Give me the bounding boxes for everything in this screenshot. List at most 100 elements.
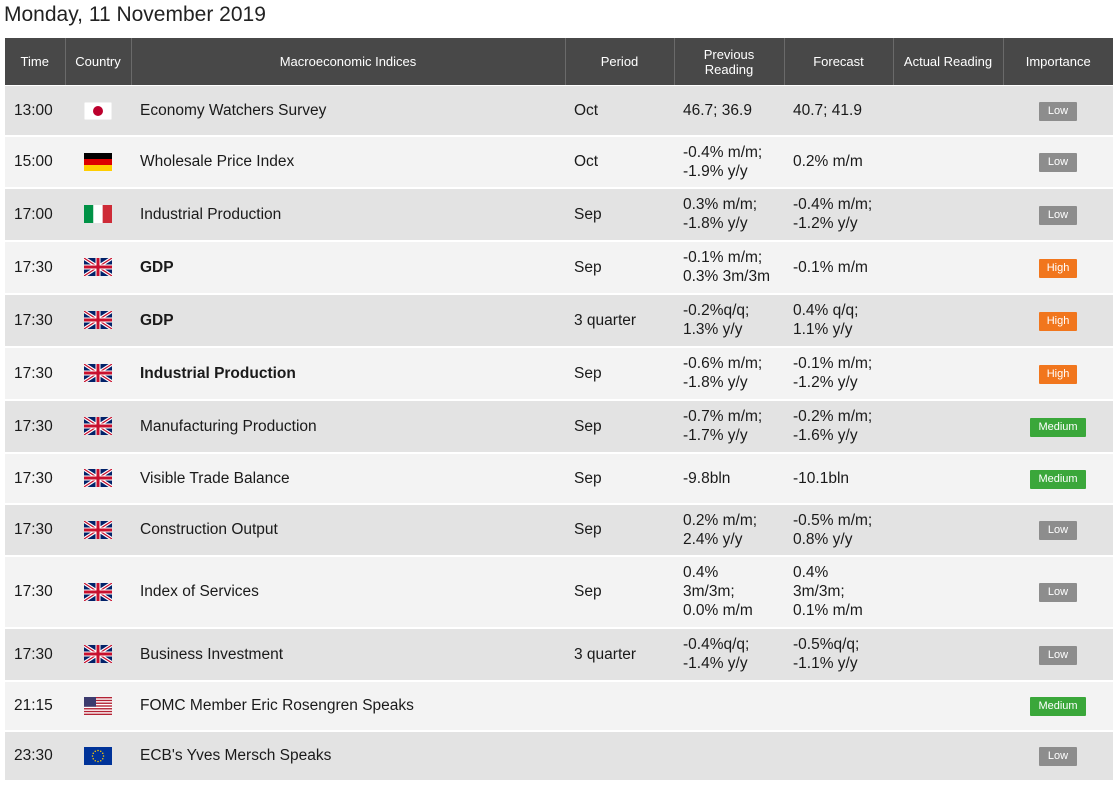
event-time: 17:30 [5,240,65,295]
previous-reading: 0.3% m/m; -1.8% y/y [674,187,784,242]
event-time: 15:00 [5,135,65,189]
column-header-actual-reading[interactable]: Actual Reading [893,38,1004,86]
forecast-line: -0.5% m/m; [793,511,873,529]
table-row[interactable]: 17:30 Business Investment 3 quarter -0.4%q/… [5,627,1113,682]
forecast-line: -10.1bln [793,469,850,487]
column-header-period[interactable]: Period [565,38,675,86]
forecast-line: -0.2% m/m; [793,408,873,425]
forecast-line: -1.2% y/y [793,374,858,391]
forecast-value [784,730,893,782]
previous-reading-line: -1.8% y/y [683,374,748,391]
importance-cell: High [1003,240,1113,295]
table-row[interactable]: 17:30 Manufacturing Production Sep -0.7% m/… [5,399,1113,454]
italy-flag-icon [84,205,112,224]
event-period: Oct [565,85,674,137]
event-period [565,730,674,782]
table-header-row: Time Country Macroeconomic Indices Perio… [5,38,1113,86]
eu-flag-icon [84,746,112,765]
table-row[interactable]: 13:00 Economy Watchers Survey Oct 46.7; 36.… [5,85,1113,137]
column-header-time[interactable]: Time [5,38,66,86]
importance-cell: Low [1003,135,1113,189]
importance-badge: Low [1039,101,1077,121]
forecast-line: 0.1% m/m [793,602,863,619]
event-period: Sep [565,399,674,454]
table-row[interactable]: 17:30 Index of Services Sep 0.4% 3m/3m; 0.0% … [5,555,1113,629]
previous-reading-line: -1.7% y/y [683,427,748,444]
table-row[interactable]: 17:30 Visible Trade Balance Sep -9.8bln -10.… [5,452,1113,505]
importance-badge: Medium [1030,697,1086,716]
event-name[interactable]: Industrial Production [131,346,565,401]
importance-badge: Low [1039,205,1077,225]
germany-flag-icon [84,152,112,171]
event-name[interactable]: Business Investment [131,627,565,682]
importance-cell: Medium [1003,452,1113,505]
uk-flag-icon [84,582,112,601]
country-cell [65,627,131,682]
previous-reading: -0.7% m/m; -1.7% y/y [674,399,784,454]
event-name[interactable]: Industrial Production [131,187,565,242]
previous-reading-line: -9.8bln [683,469,731,487]
event-name[interactable]: Economy Watchers Survey [131,85,565,137]
table-row[interactable]: 15:00 Wholesale Price Index Oct -0.4% m/m; -… [5,135,1113,189]
event-name[interactable]: ECB's Yves Mersch Speaks [131,730,565,782]
forecast-line: -1.1% y/y [793,655,858,672]
forecast-line: -0.4% m/m; [793,196,873,213]
actual-reading [893,85,1003,137]
event-name[interactable]: Manufacturing Production [131,399,565,454]
forecast-line: -0.1% m/m [793,258,868,276]
country-cell [65,85,131,137]
event-time: 23:30 [5,730,65,782]
event-time: 17:30 [5,399,65,454]
forecast-value: -0.2% m/m; -1.6% y/y [784,399,893,454]
country-cell [65,293,131,348]
importance-badge: Low [1039,747,1077,766]
forecast-value: -0.1% m/m [784,240,893,295]
event-time: 21:15 [5,680,65,732]
country-cell [65,187,131,242]
event-time: 17:30 [5,555,65,629]
event-name[interactable]: Construction Output [131,503,565,557]
table-row[interactable]: 23:30 ECB's Yves Mersch Speaks Low [5,730,1113,782]
country-cell [65,503,131,557]
previous-reading: 46.7; 36.9 [674,85,784,137]
previous-reading: 0.4% 3m/3m; 0.0% m/m [674,555,784,629]
uk-flag-icon [84,520,112,539]
forecast-line: -0.5%q/q; [793,636,860,653]
column-header-previous-reading[interactable]: Previous Reading [674,38,785,86]
column-header-importance[interactable]: Importance [1003,38,1113,86]
forecast-value: -0.5% m/m; 0.8% y/y [784,503,893,557]
uk-flag-icon [84,311,112,330]
event-time: 17:30 [5,503,65,557]
event-name[interactable]: GDP [131,293,565,348]
table-row[interactable]: 17:00 Industrial Production Sep 0.3% m/m; -1… [5,187,1113,242]
table-row[interactable]: 17:30 GDP 3 quarter -0.2%q/q; 1.3% y/y 0.4% q… [5,293,1113,348]
event-name[interactable]: Index of Services [131,555,565,629]
forecast-value: 0.4% 3m/3m; 0.1% m/m [784,555,893,629]
table-row[interactable]: 17:30 GDP Sep -0.1% m/m; 0.3% 3m/3m -0.1% m/m… [5,240,1113,295]
event-name[interactable]: Visible Trade Balance [131,452,565,505]
previous-reading: -0.4% m/m; -1.9% y/y [674,135,784,189]
event-name[interactable]: Wholesale Price Index [131,135,565,189]
table-row[interactable]: 17:30 Industrial Production Sep -0.6% m/m; -… [5,346,1113,401]
event-period: Oct [565,135,674,189]
event-time: 13:00 [5,85,65,137]
uk-flag-icon [84,258,112,277]
forecast-line: -0.1% m/m; [793,355,873,372]
event-period: Sep [565,452,674,505]
forecast-line: -1.6% y/y [793,427,858,444]
column-header-forecast[interactable]: Forecast [784,38,894,86]
table-row[interactable]: 21:15 FOMC Member Eric Rosengren Speaks Me… [5,680,1113,732]
previous-reading-line: -1.4% y/y [683,655,748,672]
forecast-value: 40.7; 41.9 [784,85,893,137]
previous-reading-line: 0.3% 3m/3m [683,268,771,285]
table-row[interactable]: 17:30 Construction Output Sep 0.2% m/m; 2.4%… [5,503,1113,557]
uk-flag-icon [84,645,112,664]
column-header-indices[interactable]: Macroeconomic Indices [131,38,566,86]
previous-reading-line: -0.6% m/m; [683,355,763,372]
previous-reading: -9.8bln [674,452,784,505]
country-cell [65,555,131,629]
column-header-country[interactable]: Country [65,38,132,86]
event-name[interactable]: FOMC Member Eric Rosengren Speaks [131,680,565,732]
importance-badge: Low [1039,521,1077,540]
event-name[interactable]: GDP [131,240,565,295]
